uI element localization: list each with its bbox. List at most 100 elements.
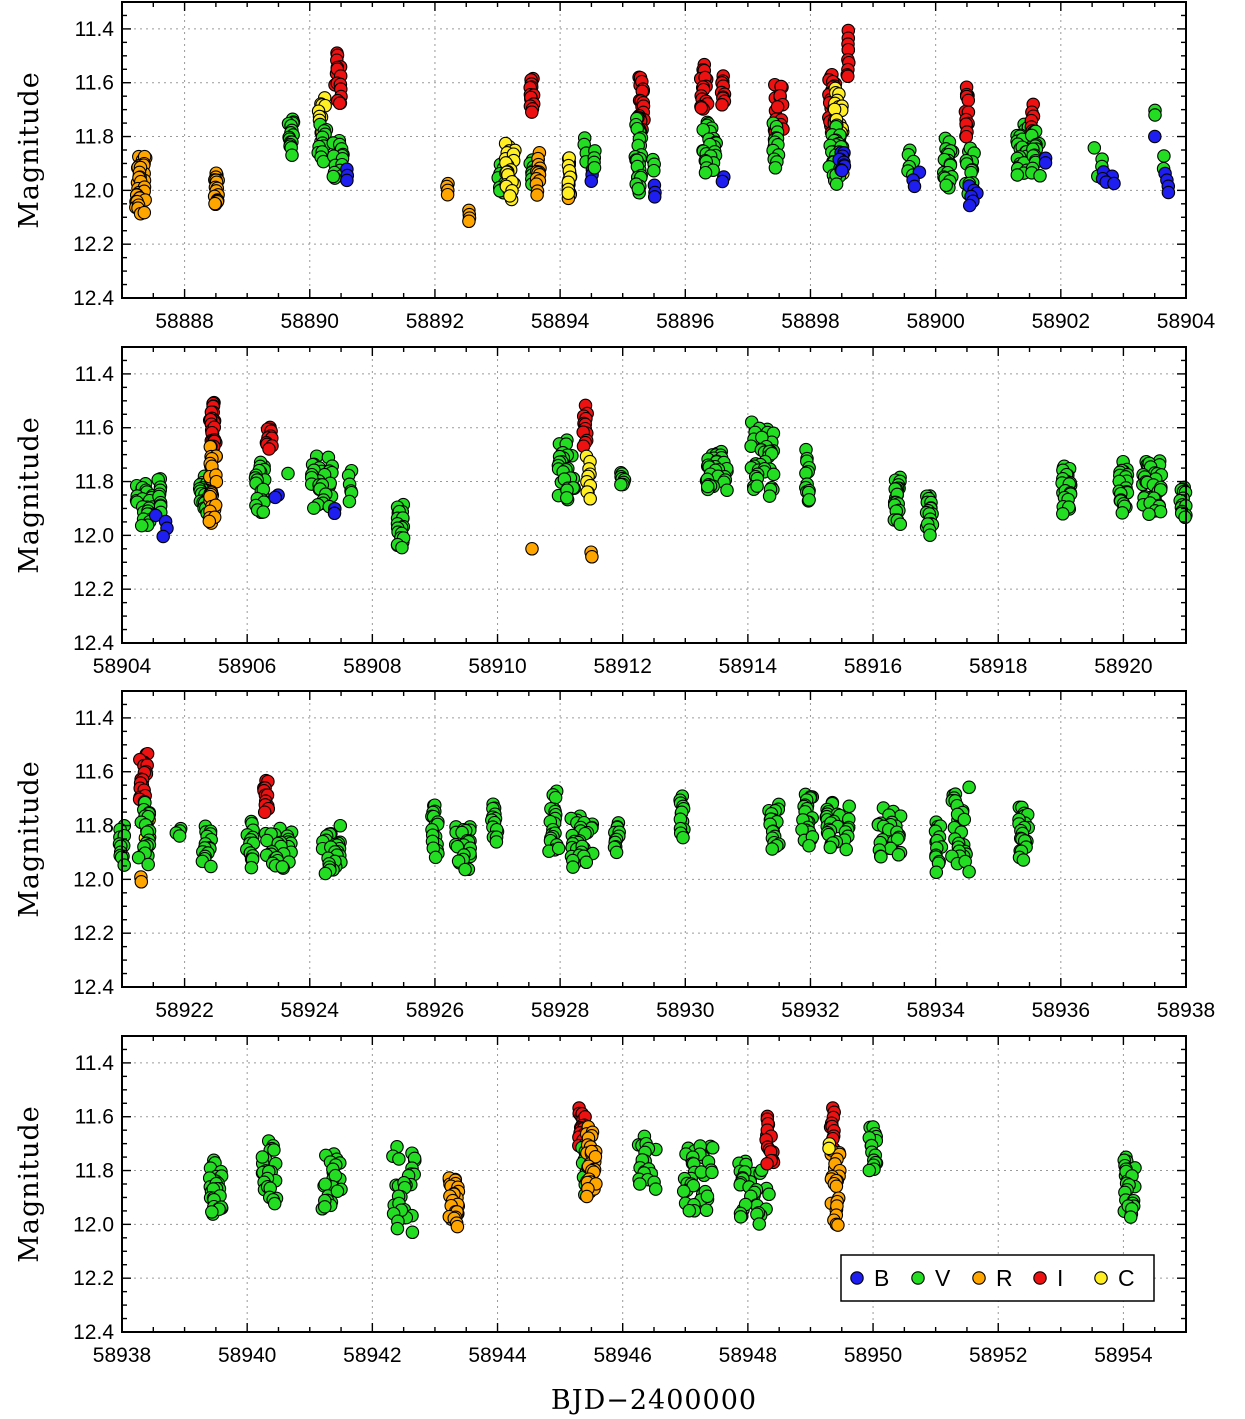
point-B: [268, 490, 282, 505]
legend-label: R: [996, 1265, 1013, 1291]
grid: [122, 2, 1186, 298]
x-axis-title: BJD−2400000: [551, 1385, 757, 1416]
panel-3: 11.4 11.6 11.8 12.0 12.2 12.4 58922 58924 58926 5…: [14, 690, 1215, 1022]
point-V: [842, 799, 856, 814]
legend-label: I: [1057, 1265, 1063, 1291]
point-V: [395, 540, 409, 555]
x-tick-label: 58892: [406, 310, 464, 333]
point-V: [874, 849, 888, 864]
legend-marker: [1094, 1271, 1108, 1285]
point-B: [715, 174, 730, 189]
point-I: [760, 1157, 774, 1171]
point-V: [131, 850, 146, 865]
x-tick-label: 58916: [844, 655, 902, 678]
point-V: [244, 860, 259, 875]
point-V: [205, 1205, 219, 1219]
legend-item-C: C: [1094, 1265, 1135, 1291]
point-V: [839, 842, 853, 857]
point-V: [172, 829, 187, 843]
grid: [122, 691, 1186, 987]
y-tick-label: 12.4: [73, 1321, 114, 1344]
legend-marker: [911, 1271, 925, 1285]
point-V: [458, 862, 472, 877]
x-tick-label: 58918: [969, 655, 1027, 678]
data-points: [202, 1101, 1142, 1240]
axes-frame: [121, 690, 1187, 988]
point-B: [1038, 156, 1053, 170]
y-tick-label: 12.4: [73, 976, 114, 999]
point-V: [560, 491, 574, 505]
point-V: [802, 493, 816, 507]
point-V: [631, 182, 646, 196]
x-tick-label: 58906: [218, 655, 276, 678]
x-tick-label: 58896: [656, 310, 714, 333]
point-C: [822, 1141, 836, 1156]
point-I: [257, 805, 272, 819]
point-V: [1142, 507, 1156, 521]
y-axis-title: Magnitude: [14, 416, 45, 574]
point-V: [891, 848, 906, 862]
point-V: [204, 859, 218, 874]
point-I: [959, 129, 974, 144]
y-tick-label: 12.2: [73, 1267, 114, 1290]
x-tick-label: 58912: [594, 655, 652, 678]
point-V: [316, 154, 331, 169]
x-tick-label: 58924: [281, 999, 340, 1022]
point-V: [705, 1141, 720, 1155]
point-V: [698, 165, 713, 180]
axes-frame: [121, 1, 1187, 299]
point-V: [326, 169, 341, 184]
point-V: [392, 1152, 406, 1166]
x-tick-label: 58900: [906, 310, 964, 333]
point-V: [929, 865, 944, 880]
point-I: [694, 101, 709, 115]
x-tick-label: 58920: [1094, 655, 1152, 678]
y-tick-label: 11.8: [75, 471, 114, 494]
point-I: [715, 98, 729, 112]
point-V: [720, 483, 734, 497]
x-tick-label: 58914: [719, 655, 778, 678]
point-V: [428, 850, 443, 865]
point-V: [957, 812, 972, 827]
point-V: [750, 479, 764, 493]
x-tick-label: 58944: [468, 1344, 527, 1367]
point-V: [256, 505, 271, 519]
x-tick-label: 58938: [93, 1344, 151, 1367]
point-V: [700, 479, 715, 494]
x-tick-label: 58936: [1032, 999, 1090, 1022]
point-V: [923, 528, 937, 542]
point-I: [770, 100, 785, 114]
data-points: [112, 746, 1035, 889]
point-V: [829, 177, 844, 191]
point-V: [1010, 168, 1025, 182]
x-tick-label: 58930: [656, 999, 714, 1022]
point-V: [1153, 504, 1168, 519]
x-tick-label: 58926: [406, 999, 464, 1022]
y-tick-label: 12.0: [73, 179, 114, 202]
x-tick-label: 58904: [1157, 310, 1216, 333]
point-V: [267, 1143, 281, 1157]
y-tick-label: 11.4: [75, 18, 115, 41]
point-V: [318, 1200, 332, 1214]
x-tick-label: 58888: [155, 310, 213, 333]
y-tick-label: 11.8: [75, 1160, 114, 1183]
point-V: [823, 840, 838, 855]
y-tick-label: 12.0: [73, 868, 114, 891]
point-I: [262, 442, 276, 456]
point-V: [766, 467, 781, 482]
y-axis-title: Magnitude: [14, 760, 45, 918]
legend-label: C: [1118, 1265, 1135, 1291]
point-V: [551, 841, 566, 856]
axes-frame: [121, 1035, 1187, 1333]
point-B: [1148, 129, 1162, 144]
y-tick-label: 11.6: [75, 72, 114, 95]
point-B: [340, 173, 354, 188]
point-B: [1161, 185, 1176, 200]
point-R: [525, 542, 539, 556]
y-tick-label: 11.8: [75, 126, 114, 149]
x-tick-label: 58938: [1157, 999, 1215, 1022]
y-tick-label: 11.4: [75, 363, 115, 386]
point-V: [1016, 853, 1031, 867]
x-tick-label: 58940: [218, 1344, 276, 1367]
